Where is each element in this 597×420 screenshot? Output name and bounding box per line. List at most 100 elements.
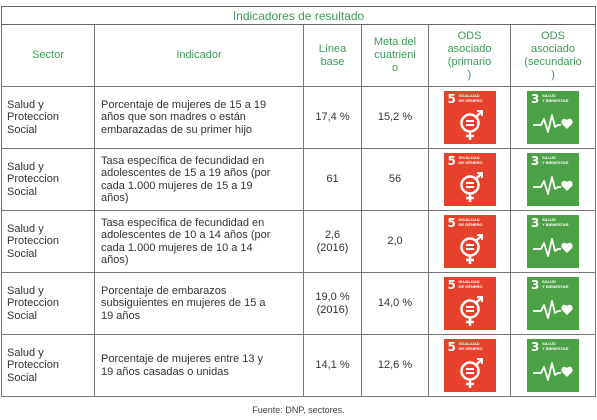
indicator-line: años que son madres o están — [101, 111, 246, 124]
ods-label-line: Y BIENESTAR — [542, 97, 569, 103]
ods-secondary-cell: 3 SALUD Y BIENESTAR — [509, 272, 597, 335]
baseline-value: 19,0 % — [315, 291, 350, 303]
header-baseline-line: base — [320, 55, 345, 68]
indicator-cell: Porcentaje de embarazos subsiguientes en … — [94, 272, 304, 335]
baseline-value: 14,1 % — [315, 359, 350, 372]
ods-secondary-cell: 3 SALUD Y BIENESTAR — [509, 86, 597, 149]
sector-cell: Salud y Proteccion Social — [1, 272, 95, 335]
baseline-value: 61 — [326, 173, 339, 186]
indicator-cell: Porcentaje de mujeres de 15 a 19 años que… — [94, 86, 304, 149]
table-caption: Indicadores de resultado — [0, 6, 597, 25]
sector-line: Salud y — [7, 160, 44, 173]
header-ods-secondary-line: ODS — [541, 29, 565, 42]
ods-3-badge: 3 SALUD Y BIENESTAR — [527, 153, 580, 206]
baseline-value: (2016) — [316, 303, 349, 316]
indicator-line: 19 años — [101, 309, 141, 322]
header-ods-primary-line: ) — [467, 68, 472, 81]
header-goal-line: Meta del — [373, 36, 417, 48]
indicator-line: subsiguientes en mujeres de 15 a — [101, 297, 266, 310]
header-ods-primary: ODS asociado (primario ) — [428, 24, 511, 87]
indicator-line: años) — [101, 192, 129, 204]
sector-cell: Salud y Proteccion Social — [1, 334, 95, 397]
sector-line: Social — [7, 247, 37, 260]
heartbeat-icon — [533, 114, 573, 133]
sector-line: Salud y — [7, 346, 44, 359]
baseline-cell: 2,6 (2016) — [303, 210, 362, 273]
gender-equality-icon — [459, 358, 483, 388]
indicator-cell: Tasa específica de fecundidad en adolesce… — [94, 210, 304, 273]
ods-3-badge: 3 SALUD Y BIENESTAR — [527, 215, 580, 268]
sector-line: Social — [7, 371, 37, 384]
heartbeat-icon — [533, 238, 573, 257]
ods-label-line: Y BIENESTAR — [542, 159, 569, 165]
ods-label-line: Y BIENESTAR — [542, 283, 569, 289]
goal-cell: 15,2 % — [361, 86, 429, 149]
sector-line: Proteccion — [7, 173, 59, 186]
table-row: Salud y Proteccion Social Porcentaje de mu… — [1, 334, 597, 397]
heartbeat-icon — [533, 300, 573, 319]
gender-equality-icon — [459, 172, 483, 202]
indicator-line: Tasa específica de fecundidad en — [101, 154, 265, 167]
ods-label-line: IGUALDAD — [458, 341, 480, 346]
ods-label-line: DE GÉNERO — [458, 345, 483, 351]
results-indicators-table-wrapper: Indicadores de resultado Sector Indicado… — [0, 6, 597, 397]
indicator-line: Porcentaje de mujeres de 15 a 19 — [101, 98, 267, 111]
ods-label-line: SALUD — [542, 155, 556, 160]
header-sector: Sector — [1, 24, 95, 87]
ods-number: 3 — [531, 340, 540, 354]
ods-label-line: SALUD — [542, 279, 556, 284]
indicator-cell: Tasa específica de fecundidad en adolesce… — [94, 148, 304, 211]
ods-label: IGUALDAD DE GÉNERO — [458, 341, 495, 351]
source-note: Fuente: DNP, sectores. — [252, 405, 345, 415]
ods-number: 5 — [447, 92, 456, 106]
goal-cell: 12,6 % — [361, 334, 429, 397]
goal-value: 14,0 % — [377, 297, 413, 310]
header-goal-line: cuatrieni — [374, 49, 416, 61]
header-ods-primary-line: ODS — [457, 29, 482, 42]
sector-line: Proteccion — [7, 235, 59, 248]
baseline-value: (2016) — [316, 241, 349, 254]
ods-3-badge: 3 SALUD Y BIENESTAR — [527, 277, 580, 330]
ods-label: SALUD Y BIENESTAR — [542, 155, 578, 165]
results-indicators-table: Indicadores de resultado Sector Indicado… — [0, 6, 597, 397]
ods-number: 5 — [447, 216, 456, 230]
sector-line: Social — [7, 123, 37, 136]
header-ods-secondary-line: asociado — [531, 42, 576, 55]
indicator-line: Porcentaje de mujeres entre 13 y — [101, 353, 264, 365]
table-header-row: Sector Indicador Línea base Meta del cua… — [1, 24, 597, 87]
ods-label-line: IGUALDAD — [458, 93, 480, 98]
ods-primary-cell: 5 IGUALDAD DE GÉNERO — [428, 148, 511, 211]
indicator-line: cada 1.000 mujeres de 15 a 19 — [101, 179, 253, 192]
baseline-value: 2,6 — [324, 229, 341, 241]
ods-3-badge: 3 SALUD Y BIENESTAR — [527, 339, 580, 392]
ods-label: IGUALDAD DE GÉNERO — [459, 279, 495, 289]
baseline-cell: 14,1 % — [303, 334, 362, 397]
indicator-line: adolescentes de 15 a 19 años (por — [101, 167, 271, 179]
sector-line: Social — [7, 309, 37, 322]
sector-cell: Salud y Proteccion Social — [1, 148, 95, 211]
ods-label-line: DE GÉNERO — [458, 221, 483, 227]
sector-line: Proteccion — [7, 359, 59, 372]
indicator-line: 19 años casadas o unidas — [101, 365, 229, 378]
ods-label: IGUALDAD DE GÉNERO — [458, 155, 495, 165]
header-ods-secondary: ODS asociado (secundario ) — [509, 24, 597, 87]
header-indicator: Indicador — [94, 24, 304, 87]
ods-5-badge: 5 IGUALDAD DE GÉNERO — [443, 277, 496, 330]
ods-label-line: DE GÉNERO — [458, 159, 483, 165]
ods-5-badge: 5 IGUALDAD DE GÉNERO — [443, 339, 496, 392]
ods-number: 3 — [531, 216, 540, 230]
ods-5-badge: 5 IGUALDAD DE GÉNERO — [443, 215, 496, 268]
ods-label: SALUD Y BIENESTAR — [542, 217, 578, 227]
indicator-line: años) — [101, 254, 129, 266]
ods-number: 5 — [447, 278, 456, 292]
indicator-line: cada 1.000 mujeres de 10 a 14 — [101, 241, 253, 254]
heartbeat-icon — [533, 176, 573, 195]
goal-cell: 14,0 % — [361, 272, 429, 335]
header-goal-line: o — [391, 62, 399, 74]
sector-line: Salud y — [7, 98, 44, 111]
ods-label-line: SALUD — [542, 217, 556, 222]
ods-label: SALUD Y BIENESTAR — [542, 93, 578, 103]
ods-5-badge: 5 IGUALDAD DE GÉNERO — [443, 91, 496, 144]
goal-value: 12,6 % — [377, 359, 413, 372]
ods-label-line: IGUALDAD — [458, 155, 480, 160]
